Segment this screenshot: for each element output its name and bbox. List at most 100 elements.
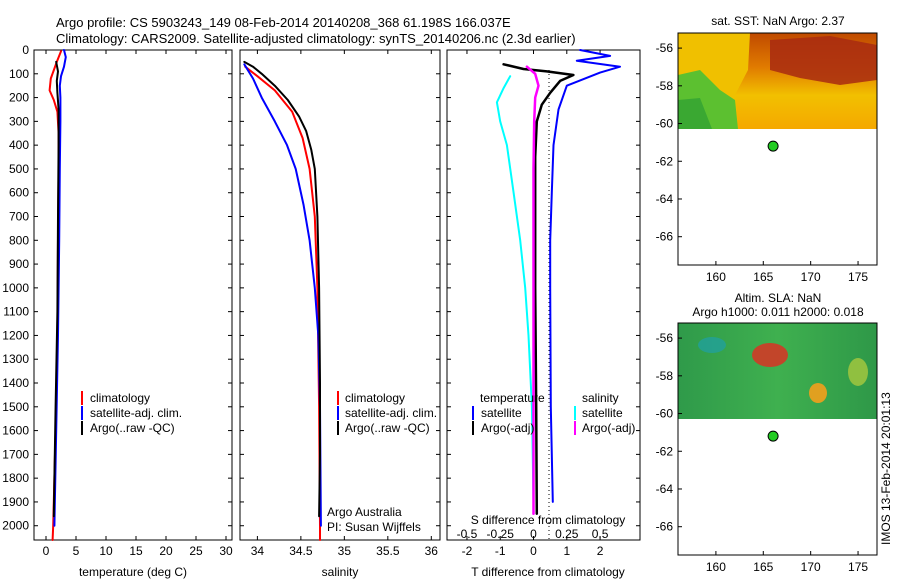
legend-label-argo: Argo(..raw -QC) — [90, 421, 175, 435]
temperature-x-axis: 0 5 10 15 20 25 30 — [43, 50, 233, 558]
difference-xlabel: T difference from climatology — [471, 565, 625, 579]
lon-tick-label: 175 — [848, 560, 868, 574]
depth-tick-label: 1300 — [2, 352, 29, 366]
legend-label-s-satellite: satellite — [582, 406, 623, 420]
x-tick-label: 5 — [73, 544, 80, 558]
depth-tick-label: 1600 — [2, 424, 29, 438]
lat-tick-label: -60 — [656, 407, 674, 421]
series-line-argo-raw-qc- — [243, 60, 321, 518]
temperature-axes-frame — [33, 49, 233, 541]
series-line-temperature-satellite — [549, 49, 621, 503]
lon-tick-label: 165 — [753, 270, 773, 284]
salinity-panel: 34 34.5 35 35.5 36 salinity climatology sate… — [239, 49, 441, 579]
salinity-xlabel: salinity — [322, 565, 359, 579]
legend-label-argo: Argo(..raw -QC) — [345, 421, 430, 435]
legend-label-satellite: satellite-adj. clim. — [90, 406, 182, 420]
x-tick-label: 10 — [99, 544, 113, 558]
x-tick-label: 30 — [219, 544, 233, 558]
lat-tick-label: -58 — [656, 369, 674, 383]
x-tick-label: -1 — [495, 544, 506, 558]
lat-tick-label: -64 — [656, 482, 674, 496]
lat-tick-label: -60 — [656, 117, 674, 131]
depth-tick-label: 900 — [9, 257, 29, 271]
x-tick-label: 34 — [251, 544, 265, 558]
difference-panel: -2 -1 0 1 2 -0.5 -0.25 0 0.25 0.5 T difference f… — [446, 49, 641, 579]
sla-map-frame — [677, 322, 878, 556]
x-tick-label: 34.5 — [289, 544, 313, 558]
legend-label-t-satellite: satellite — [481, 406, 522, 420]
difference-depth-ticks — [447, 49, 640, 527]
series-line-satellite-adj-clim- — [53, 49, 67, 527]
depth-tick-label: 1000 — [2, 281, 29, 295]
salinity-depth-ticks — [240, 49, 440, 527]
x-tick-label: 15 — [129, 544, 143, 558]
depth-axis: 0 100 200 300 400 500 600 700 800 900 1000 1100 1200… — [2, 43, 232, 533]
difference-x-axis: -2 -1 0 1 2 — [462, 50, 604, 558]
x-tick-label: 35.5 — [376, 544, 400, 558]
lat-tick-label: -56 — [656, 41, 674, 55]
sla-field-low — [698, 337, 726, 353]
sst-field-green-edge — [678, 98, 712, 129]
lat-tick-label: -66 — [656, 520, 674, 534]
difference-top-label: S difference from climatology — [471, 513, 626, 527]
salinity-difference-axis: -0.5 -0.25 0 0.25 0.5 — [457, 527, 609, 541]
depth-tick-label: 1200 — [2, 328, 29, 342]
lon-tick-label: 160 — [706, 270, 726, 284]
float-position-marker — [767, 140, 779, 152]
x-tick-label: 35 — [338, 544, 352, 558]
depth-tick-label: 1500 — [2, 400, 29, 414]
sla-field-mid — [848, 358, 868, 386]
sst-map-frame — [677, 32, 878, 266]
legend-header-temperature: temperature — [480, 391, 545, 405]
x-tick-label: -2 — [462, 544, 473, 558]
s-diff-tick-label: -0.5 — [457, 527, 478, 541]
lat-tick-label: -58 — [656, 79, 674, 93]
temperature-series — [48, 49, 67, 541]
legend-label-t-argo: Argo(-adj) — [481, 421, 534, 435]
series-line-salinity-satellite — [495, 75, 535, 503]
depth-tick-label: 1800 — [2, 471, 29, 485]
salinity-x-axis: 34 34.5 35 35.5 36 — [251, 50, 438, 558]
sla-map-panel: Altim. SLA: NaN Argo h1000: 0.011 h2000:… — [656, 291, 878, 574]
legend-header-salinity: salinity — [582, 391, 619, 405]
depth-tick-label: 1700 — [2, 447, 29, 461]
lon-tick-label: 160 — [706, 560, 726, 574]
lat-tick-label: -66 — [656, 230, 674, 244]
figure-title-line2: Climatology: CARS2009. Satellite-adjuste… — [56, 31, 576, 46]
x-tick-label: 20 — [159, 544, 173, 558]
depth-tick-label: 1100 — [3, 305, 29, 319]
difference-legend: temperature salinity satellite Argo(-adj… — [472, 391, 635, 435]
s-diff-tick-label: -0.25 — [487, 527, 515, 541]
legend-label-satellite: satellite-adj. clim. — [345, 406, 437, 420]
sst-map-axes: 160 165 170 175 -56 -58 -60 -62 -64 -66 — [656, 41, 869, 284]
depth-tick-label: 700 — [9, 210, 29, 224]
depth-tick-label: 400 — [9, 138, 29, 152]
salinity-series — [243, 60, 322, 541]
sst-map-panel: sat. SST: NaN Argo: 2.37 160 165 170 175 -56… — [656, 14, 878, 284]
sla-map-title: Altim. SLA: NaN — [735, 291, 822, 305]
imos-timestamp: IMOS 13-Feb-2014 20:01:13 — [879, 392, 893, 545]
sst-field-warm-core — [770, 36, 877, 85]
x-tick-label: 2 — [597, 544, 604, 558]
s-diff-tick-label: 0 — [530, 527, 537, 541]
sla-field-high-small — [809, 383, 827, 403]
depth-tick-label: 1400 — [2, 376, 29, 390]
lon-tick-label: 175 — [848, 270, 868, 284]
sla-map-subtitle: Argo h1000: 0.011 h2000: 0.018 — [692, 305, 864, 319]
depth-tick-label: 0 — [22, 43, 29, 57]
credit-argo-australia: Argo Australia — [327, 505, 402, 519]
lat-tick-label: -64 — [656, 192, 674, 206]
float-position-marker — [767, 430, 779, 442]
legend-label-s-argo: Argo(-adj) — [582, 421, 635, 435]
depth-tick-label: 500 — [9, 162, 29, 176]
sla-map-axes: 160 165 170 175 -56 -58 -60 -62 -64 -66 — [656, 331, 869, 574]
lon-tick-label: 165 — [753, 560, 773, 574]
series-line-salinity-argo-adj- — [525, 65, 540, 516]
depth-tick-label: 2000 — [2, 519, 29, 533]
x-tick-label: 1 — [563, 544, 570, 558]
lat-tick-label: -62 — [656, 154, 674, 168]
credit-pi: PI: Susan Wijffels — [327, 520, 421, 534]
s-diff-tick-label: 0.5 — [592, 527, 609, 541]
depth-tick-label: 800 — [9, 233, 29, 247]
